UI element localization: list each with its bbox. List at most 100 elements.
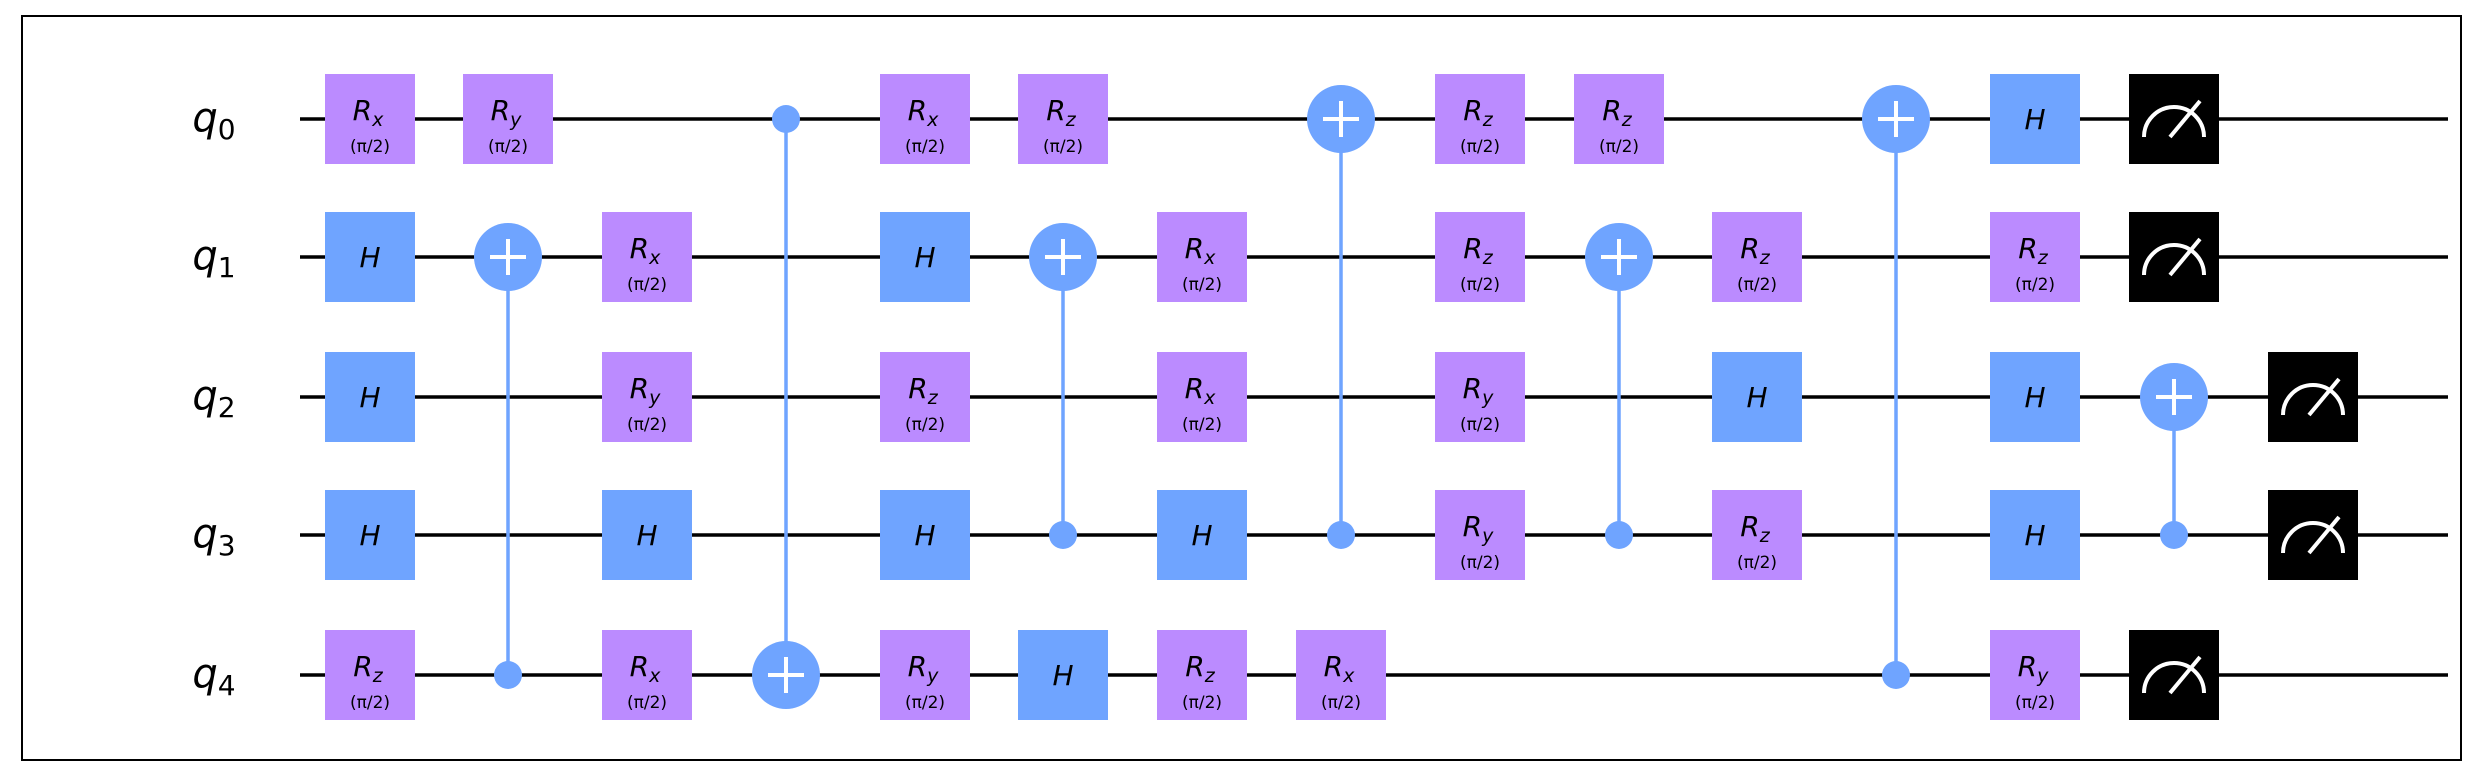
rotation-gate-rz: Rz (π/2) — [880, 352, 970, 442]
rotation-gate-ry: Ry (π/2) — [1435, 490, 1525, 580]
gate-symbol: Rz — [353, 650, 383, 687]
gate-symbol: Rx — [1324, 650, 1355, 687]
hadamard-gate: H — [1712, 352, 1802, 442]
gate-box — [1157, 352, 1247, 442]
gate-box — [1574, 74, 1664, 164]
cnot-gate — [1029, 223, 1097, 549]
hadamard-gate: H — [880, 212, 970, 302]
measure-meter-icon — [2129, 630, 2219, 720]
gate-box — [325, 74, 415, 164]
qubit-label-4: q4 — [192, 651, 235, 702]
control-dot — [772, 105, 800, 133]
gate-param: (π/2) — [350, 137, 390, 157]
gate-symbol: H — [1191, 519, 1212, 552]
rotation-gate-rx: Rx (π/2) — [1157, 212, 1247, 302]
gate-symbol: Rz — [1740, 510, 1770, 547]
gates-layer: Rx (π/2) Ry (π/2) Rx (π/2) Rz (π/2) Rz (π/2) Rz (π/… — [325, 74, 2358, 720]
rotation-gate-rx: Rx (π/2) — [602, 212, 692, 302]
rotation-gate-rz: Rz (π/2) — [1712, 212, 1802, 302]
rotation-gate-ry: Ry (π/2) — [463, 74, 553, 164]
rotation-gate-rz: Rz (π/2) — [1018, 74, 1108, 164]
hadamard-gate: H — [325, 212, 415, 302]
gate-param: (π/2) — [1182, 275, 1222, 295]
rotation-gate-rx: Rx (π/2) — [1296, 630, 1386, 720]
cnot-gate — [752, 105, 820, 709]
gate-param: (π/2) — [1321, 693, 1361, 713]
cnot-gate — [474, 223, 542, 689]
gate-param: (π/2) — [350, 693, 390, 713]
gate-box — [1157, 630, 1247, 720]
qubit-label-2: q2 — [192, 373, 235, 424]
gate-box — [1157, 490, 1247, 580]
gate-param: (π/2) — [2015, 275, 2055, 295]
gate-box — [1435, 490, 1525, 580]
hadamard-gate: H — [1990, 490, 2080, 580]
rotation-gate-rx: Rx (π/2) — [602, 630, 692, 720]
gate-symbol: H — [359, 519, 380, 552]
gate-box — [325, 212, 415, 302]
rotation-gate-ry: Ry (π/2) — [1990, 630, 2080, 720]
gate-box — [602, 630, 692, 720]
measure-meter-icon — [2268, 490, 2358, 580]
gate-param: (π/2) — [1043, 137, 1083, 157]
gate-symbol: Rz — [1185, 650, 1215, 687]
gate-box — [880, 630, 970, 720]
rotation-gate-rx: Rx (π/2) — [325, 74, 415, 164]
control-dot — [2160, 521, 2188, 549]
cnot-gate — [2140, 363, 2208, 549]
gate-box — [1018, 630, 1108, 720]
gate-box — [1296, 630, 1386, 720]
hadamard-gate: H — [325, 490, 415, 580]
rotation-gate-rz: Rz (π/2) — [1157, 630, 1247, 720]
gate-symbol: Rx — [630, 650, 661, 687]
gate-symbol: Rz — [2018, 232, 2048, 269]
gate-box — [325, 490, 415, 580]
qubit-label-index: 2 — [218, 391, 236, 424]
gate-param: (π/2) — [488, 137, 528, 157]
gate-box — [1435, 352, 1525, 442]
gate-symbol: Ry — [1463, 372, 1494, 409]
gate-box — [880, 490, 970, 580]
gate-param: (π/2) — [1599, 137, 1639, 157]
qubit-label-3: q3 — [192, 511, 235, 562]
gate-box — [1018, 74, 1108, 164]
gate-box — [880, 212, 970, 302]
gate-symbol: Rx — [630, 232, 661, 269]
control-dot — [1049, 521, 1077, 549]
rotation-gate-rz: Rz (π/2) — [1435, 212, 1525, 302]
gate-symbol: H — [1746, 381, 1767, 414]
target-plus-icon — [1029, 223, 1097, 291]
hadamard-gate: H — [880, 490, 970, 580]
qubit-label-letter: q — [192, 373, 217, 419]
gate-symbol: Rx — [353, 94, 384, 131]
gate-box — [1990, 352, 2080, 442]
control-dot — [1882, 661, 1910, 689]
gate-param: (π/2) — [1737, 275, 1777, 295]
gate-symbol: Rx — [1185, 232, 1216, 269]
rotation-gate-rx: Rx (π/2) — [1157, 352, 1247, 442]
gate-symbol: H — [2024, 381, 2045, 414]
gate-param: (π/2) — [1460, 553, 1500, 573]
measure-meter-icon — [2129, 74, 2219, 164]
rotation-gate-rz: Rz (π/2) — [1712, 490, 1802, 580]
gate-param: (π/2) — [2015, 693, 2055, 713]
gate-box — [325, 630, 415, 720]
gate-symbol: H — [1052, 659, 1073, 692]
gate-symbol: Ry — [1463, 510, 1494, 547]
target-plus-icon — [474, 223, 542, 291]
hadamard-gate: H — [325, 352, 415, 442]
qubit-label-index: 3 — [218, 529, 236, 562]
cnot-gate — [1307, 85, 1375, 549]
gate-symbol: Rx — [908, 94, 939, 131]
gate-box — [1990, 212, 2080, 302]
gate-symbol: H — [359, 381, 380, 414]
qubit-label-letter: q — [192, 95, 217, 141]
hadamard-gate: H — [602, 490, 692, 580]
gate-param: (π/2) — [905, 137, 945, 157]
gate-symbol: Rz — [908, 372, 938, 409]
rotation-gate-ry: Ry (π/2) — [602, 352, 692, 442]
gate-symbol: H — [914, 241, 935, 274]
cnot-gate — [1862, 85, 1930, 689]
